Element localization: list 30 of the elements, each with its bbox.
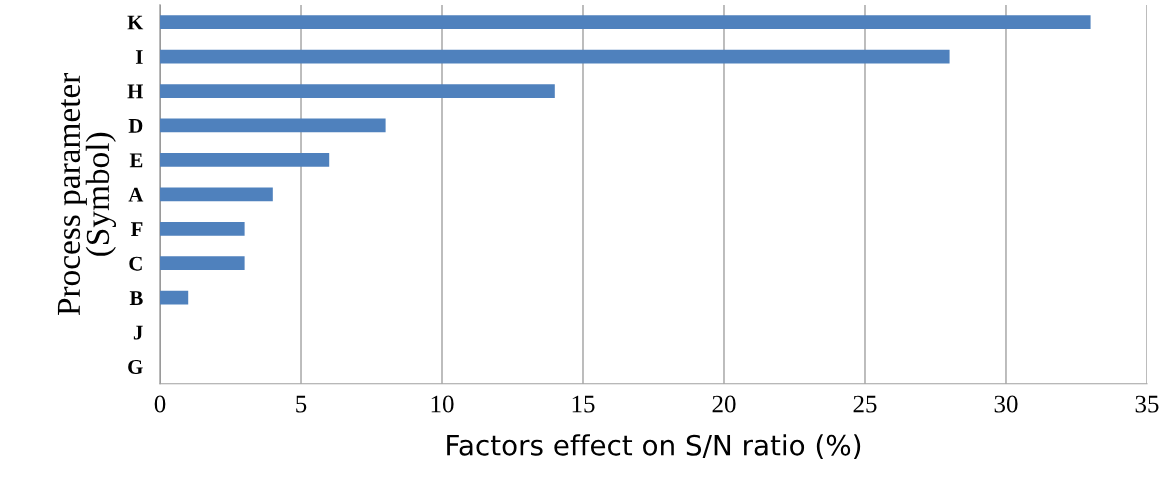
bar [160, 15, 1091, 30]
x-tick-label: 0 [154, 395, 166, 413]
bar [160, 221, 245, 236]
y-tick-label: G [128, 359, 143, 374]
x-tick-label: 25 [853, 395, 877, 413]
y-tick-label: D [128, 119, 143, 133]
x-tick-label: 10 [431, 395, 454, 413]
y-axis-title: Process parameter (Symbol) [57, 72, 117, 316]
y-tick-label: B [129, 291, 143, 305]
bar [160, 187, 273, 202]
x-tick-label: 35 [1135, 395, 1159, 413]
y-tick-label: I [135, 50, 143, 64]
bar [160, 118, 386, 133]
bar [160, 153, 330, 167]
bar [160, 84, 555, 98]
x-tick-label: 5 [296, 395, 307, 413]
y-tick-label: C [129, 256, 142, 271]
x-tick-label: 20 [712, 395, 736, 413]
y-tick-label: H [127, 84, 143, 99]
bar [160, 256, 245, 271]
x-tick-label: 30 [994, 395, 1018, 413]
y-tick-label: F [130, 222, 143, 237]
y-tick-label: J [133, 325, 143, 340]
bar [160, 49, 950, 64]
y-tick-label: E [129, 153, 143, 168]
bar [160, 290, 189, 305]
y-tick-label: K [127, 15, 144, 30]
x-tick-label: 15 [572, 395, 595, 413]
x-axis-title: Factors effect on S/N ratio (%) [447, 434, 861, 459]
y-tick-label: A [128, 187, 144, 202]
